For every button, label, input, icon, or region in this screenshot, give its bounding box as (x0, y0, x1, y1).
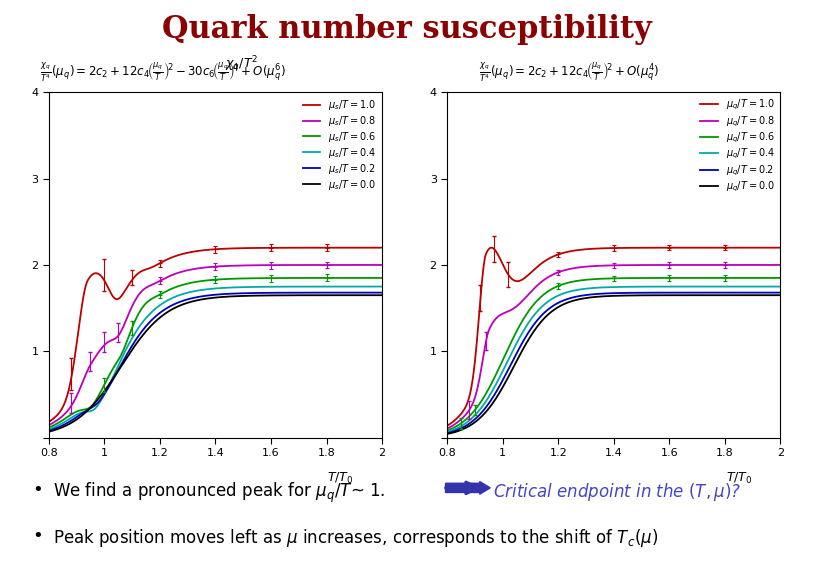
Text: $T/T_0$: $T/T_0$ (725, 471, 752, 486)
Text: $T/T_0$: $T/T_0$ (327, 471, 354, 486)
Text: Peak position moves left as $\mu$ increases, corresponds to the shift of $T_c(\m: Peak position moves left as $\mu$ increa… (53, 527, 658, 549)
Legend: $\mu_s/T=1.0$, $\mu_s/T=0.8$, $\mu_s/T=0.6$, $\mu_s/T=0.4$, $\mu_s/T=0.2$, $\mu_: $\mu_s/T=1.0$, $\mu_s/T=0.8$, $\mu_s/T=0… (299, 94, 380, 196)
Text: $\frac{\chi_q}{T^4}(\mu_q) = 2c_2 + 12c_4\!\left(\frac{\mu_q}{T}\right)^{\!2} + : $\frac{\chi_q}{T^4}(\mu_q) = 2c_2 + 12c_… (479, 60, 659, 84)
Text: $\frac{\chi_q}{T^4}(\mu_q) = 2c_2 + 12c_4\!\left(\frac{\mu_q}{T}\right)^{\!2} - : $\frac{\chi_q}{T^4}(\mu_q) = 2c_2 + 12c_… (40, 60, 285, 84)
Text: $\chi_q/T^2$: $\chi_q/T^2$ (225, 54, 258, 75)
Legend: $\mu_q/T=1.0$, $\mu_q/T=0.8$, $\mu_q/T=0.6$, $\mu_q/T=0.4$, $\mu_q/T=0.2$, $\mu_: $\mu_q/T=1.0$, $\mu_q/T=0.8$, $\mu_q/T=0… (697, 94, 779, 198)
Text: •: • (33, 527, 43, 545)
Text: Quark number susceptibility: Quark number susceptibility (162, 14, 651, 46)
Text: We find a pronounced peak for $\mu_q/T$~ 1.: We find a pronounced peak for $\mu_q/T$~… (53, 481, 398, 505)
Text: Critical endpoint in the $(T,\mu)$?: Critical endpoint in the $(T,\mu)$? (493, 481, 741, 503)
Text: •: • (33, 481, 43, 499)
